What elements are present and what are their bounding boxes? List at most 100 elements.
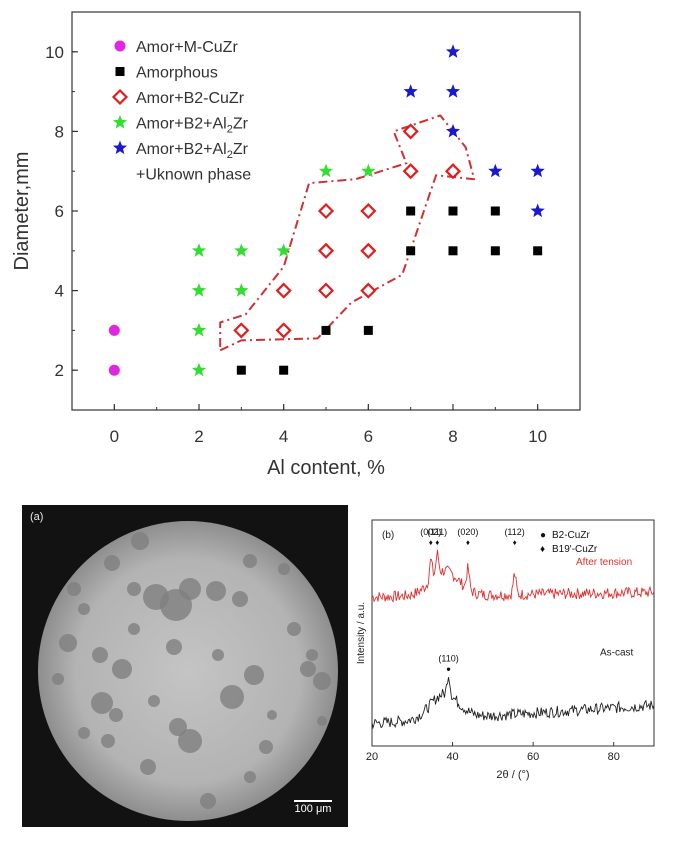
grain-particle <box>148 695 160 707</box>
y-axis-label: Diameter,mm <box>11 152 33 271</box>
grain-particle <box>300 661 316 677</box>
data-point-diamond <box>402 123 419 140</box>
grain-particle <box>92 647 108 663</box>
phase-map-chart: 0 2 4 6 8 10 2 4 6 8 10 Al content, % Diameter,mm Amo… <box>11 11 581 479</box>
grain-particle <box>287 622 301 636</box>
scale-bar-line <box>294 800 332 802</box>
data-point-square <box>448 246 458 256</box>
legend: Amor+M-CuZr Amorphous Amor+B2-CuZr Amor+B2+… <box>111 39 251 184</box>
grain-cluster <box>52 532 331 809</box>
data-point-square <box>406 246 416 256</box>
data-point-star <box>191 322 207 337</box>
xrd-x-tick-label: 60 <box>527 751 539 763</box>
grain-particle <box>169 718 187 736</box>
data-point-star <box>530 203 545 218</box>
grain-particle <box>244 665 264 685</box>
grain-particle <box>67 582 81 596</box>
data-point-star <box>191 362 207 377</box>
grain-particle <box>101 734 115 748</box>
series-1 <box>236 206 543 375</box>
scale-bar: 100 μm <box>294 800 332 815</box>
data-point-square <box>448 206 458 216</box>
data-point-circle <box>108 364 120 376</box>
legend-label-extra: +Uknown phase <box>136 167 251 184</box>
xrd-peak-label: (112) <box>504 527 524 537</box>
data-point-square <box>363 325 373 335</box>
legend-label: Amor+B2+Al2Zr <box>136 141 249 161</box>
data-point-star <box>276 243 291 257</box>
legend-marker <box>114 40 126 52</box>
grain-particle <box>306 649 318 661</box>
data-point-diamond <box>360 282 377 299</box>
grain-particle <box>220 685 244 709</box>
grain-particle <box>112 659 132 679</box>
grain-particle <box>78 727 90 739</box>
data-point-star <box>403 84 418 98</box>
x-axis-label: Al content, % <box>267 457 385 479</box>
b2-region-boundary <box>219 114 476 352</box>
x-tick-label: 2 <box>194 427 203 446</box>
grain-particle <box>179 578 201 600</box>
data-point-square <box>236 365 246 375</box>
x-tick-label: 4 <box>279 427 288 446</box>
micrograph-image: (a) 100 μm <box>22 505 348 827</box>
y-tick-label: 10 <box>45 43 64 62</box>
xrd-peak-marker: ♦ <box>429 538 433 547</box>
xrd-peak-label: (110) <box>438 653 458 663</box>
micrograph-panel-label: (a) <box>30 511 44 523</box>
series-4 <box>403 44 545 218</box>
data-point-diamond <box>317 202 335 220</box>
series-2 <box>233 123 462 339</box>
grain-particle <box>313 672 331 690</box>
data-point-square <box>533 246 543 256</box>
grain-particle <box>91 692 113 714</box>
micrograph-svg <box>38 521 338 821</box>
xrd-peak-label: (002) <box>420 527 441 537</box>
legend-label: Amor+B2-CuZr <box>136 90 245 107</box>
grain-particle <box>109 708 123 722</box>
grain-particle <box>232 591 248 607</box>
grain-particle <box>278 563 290 575</box>
data-point-diamond <box>317 282 335 299</box>
legend-marker <box>111 88 129 106</box>
data-point-diamond <box>360 242 377 259</box>
legend-label: Amor+B2+Al2Zr <box>136 116 249 136</box>
data-point-diamond <box>444 163 462 180</box>
grain-particle <box>78 603 90 615</box>
xrd-peak-marker: ● <box>446 664 451 673</box>
xrd-series-label: As-cast <box>600 648 634 659</box>
xrd-peak-label: (111) <box>427 527 447 537</box>
grain-particle <box>317 716 327 726</box>
xrd-frame <box>371 519 655 747</box>
series-3 <box>191 163 376 377</box>
y-tick-label: 4 <box>55 282 64 301</box>
y-tick-label: 6 <box>55 202 64 221</box>
xrd-peak-marker: ♦ <box>466 538 470 547</box>
xrd-pattern-line <box>371 677 655 730</box>
xrd-chart: 20 40 60 80 2θ / (°) Intensity / a.u. (b) ● B2-C… <box>352 500 680 850</box>
grain-particle <box>131 532 149 550</box>
data-point-diamond <box>360 202 377 220</box>
y-tick-label: 2 <box>55 361 64 380</box>
data-point-star <box>445 123 461 138</box>
grain-particle <box>59 634 77 652</box>
grain-particle <box>104 555 120 571</box>
grain-particle <box>200 793 216 809</box>
data-point-diamond <box>402 163 419 180</box>
x-tick-label: 8 <box>448 427 457 446</box>
grain-particle <box>52 673 64 685</box>
grain-particle <box>166 639 182 655</box>
data-point-diamond <box>275 322 292 339</box>
data-point-star <box>530 163 545 178</box>
x-tick-label: 6 <box>364 427 373 446</box>
data-point-star <box>361 163 376 178</box>
y-tick-label: 8 <box>55 122 64 141</box>
data-point-star <box>234 243 249 257</box>
xrd-pattern-line <box>371 549 655 603</box>
legend-marker <box>112 140 128 155</box>
xrd-peak-marker: ♦ <box>513 538 517 547</box>
phase-map-svg: 0 2 4 6 8 10 2 4 6 8 10 Al content, % Diameter,mm Amo… <box>11 11 581 479</box>
xrd-x-tick-label: 20 <box>366 751 378 763</box>
xrd-legend-label: B2-CuZr <box>552 530 590 541</box>
x-tick-label: 0 <box>110 427 119 446</box>
